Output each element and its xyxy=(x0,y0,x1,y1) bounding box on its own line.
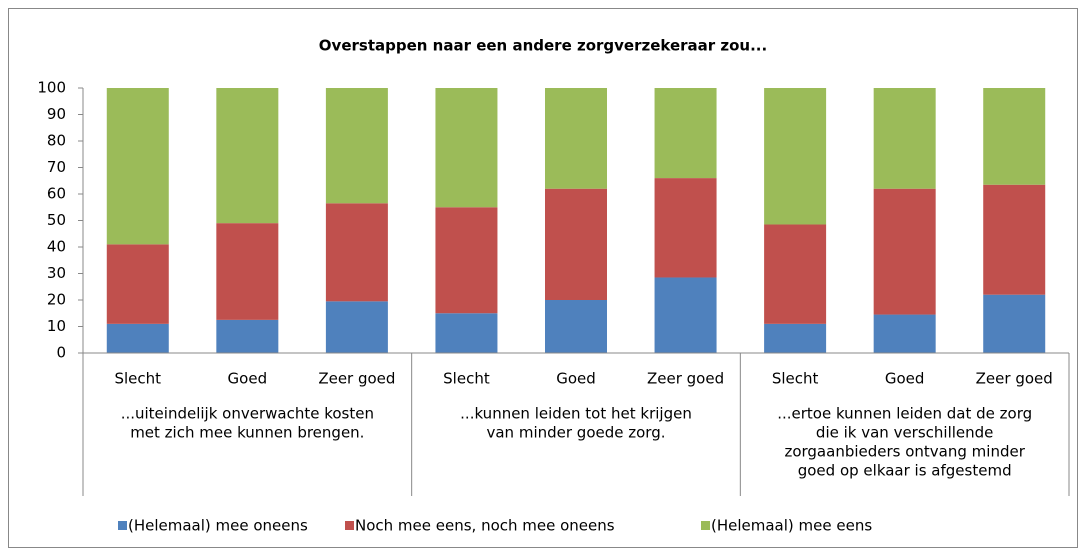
bar-segment xyxy=(106,244,169,324)
x-tick-label: Slecht xyxy=(772,370,819,388)
group-label: ...uiteindelijk onverwachte kosten xyxy=(121,405,374,423)
x-tick-label: Goed xyxy=(228,370,268,388)
bar-segment xyxy=(764,323,827,353)
group-label: met zich mee kunnen brengen. xyxy=(130,424,364,442)
bar-segment xyxy=(216,88,279,224)
group-label: zorgaanbieders ontvang minder xyxy=(784,443,1025,461)
x-tick-label: Zeer goed xyxy=(976,370,1053,388)
x-tick-label: Slecht xyxy=(443,370,490,388)
bar-segment xyxy=(654,88,717,179)
bar-segment xyxy=(983,88,1046,185)
bar-segment xyxy=(325,88,388,204)
legend-swatch xyxy=(345,521,354,530)
x-tick-label: Slecht xyxy=(114,370,161,388)
y-tick-label: 70 xyxy=(47,158,66,176)
legend-label: Noch mee eens, noch mee oneens xyxy=(355,517,615,535)
bar-segment xyxy=(435,313,498,353)
group-label: ...kunnen leiden tot het krijgen xyxy=(460,405,692,423)
group-label: goed op elkaar is afgestemd xyxy=(798,462,1012,480)
x-tick-label: Goed xyxy=(556,370,596,388)
bar-segment xyxy=(873,314,936,353)
legend-swatch xyxy=(118,521,127,530)
y-tick-label: 10 xyxy=(47,317,66,335)
group-label: ...ertoe kunnen leiden dat de zorg xyxy=(777,405,1032,423)
bar-segment xyxy=(106,323,169,353)
bar-segment xyxy=(106,88,169,245)
bar-segment xyxy=(545,300,607,353)
bar-segment xyxy=(654,178,717,278)
y-tick-label: 40 xyxy=(47,238,66,256)
bar-segment xyxy=(545,88,607,189)
y-tick-label: 80 xyxy=(47,132,66,150)
chart-title: Overstappen naar een andere zorgverzeker… xyxy=(319,37,767,55)
bar-segment xyxy=(216,223,279,320)
bar-segment xyxy=(764,224,827,324)
bar-segment xyxy=(325,203,388,302)
x-tick-label: Goed xyxy=(885,370,925,388)
bar-segment xyxy=(983,294,1046,353)
bar-segment xyxy=(764,88,827,225)
bar-segment xyxy=(873,88,936,189)
legend-label: (Helemaal) mee oneens xyxy=(128,517,308,535)
bar-segment xyxy=(654,277,717,353)
y-tick-label: 30 xyxy=(47,264,66,282)
bar-segment xyxy=(983,184,1046,295)
group-label: die ik van verschillende xyxy=(816,424,993,442)
y-tick-label: 20 xyxy=(47,291,66,309)
y-tick-label: 50 xyxy=(47,211,66,229)
y-tick-label: 0 xyxy=(56,344,66,362)
bar-segment xyxy=(435,207,498,314)
y-tick-label: 60 xyxy=(47,185,66,203)
group-label: van minder goede zorg. xyxy=(486,424,665,442)
legend-swatch xyxy=(701,521,710,530)
x-tick-label: Zeer goed xyxy=(318,370,395,388)
bar-segment xyxy=(216,319,279,353)
legend-label: (Helemaal) mee eens xyxy=(711,517,872,535)
x-tick-label: Zeer goed xyxy=(647,370,724,388)
y-tick-label: 100 xyxy=(37,79,66,97)
bar-segment xyxy=(873,188,936,315)
y-tick-label: 90 xyxy=(47,105,66,123)
bar-segment xyxy=(325,301,388,353)
bar-segment xyxy=(545,188,607,300)
bar-segment xyxy=(435,88,498,208)
